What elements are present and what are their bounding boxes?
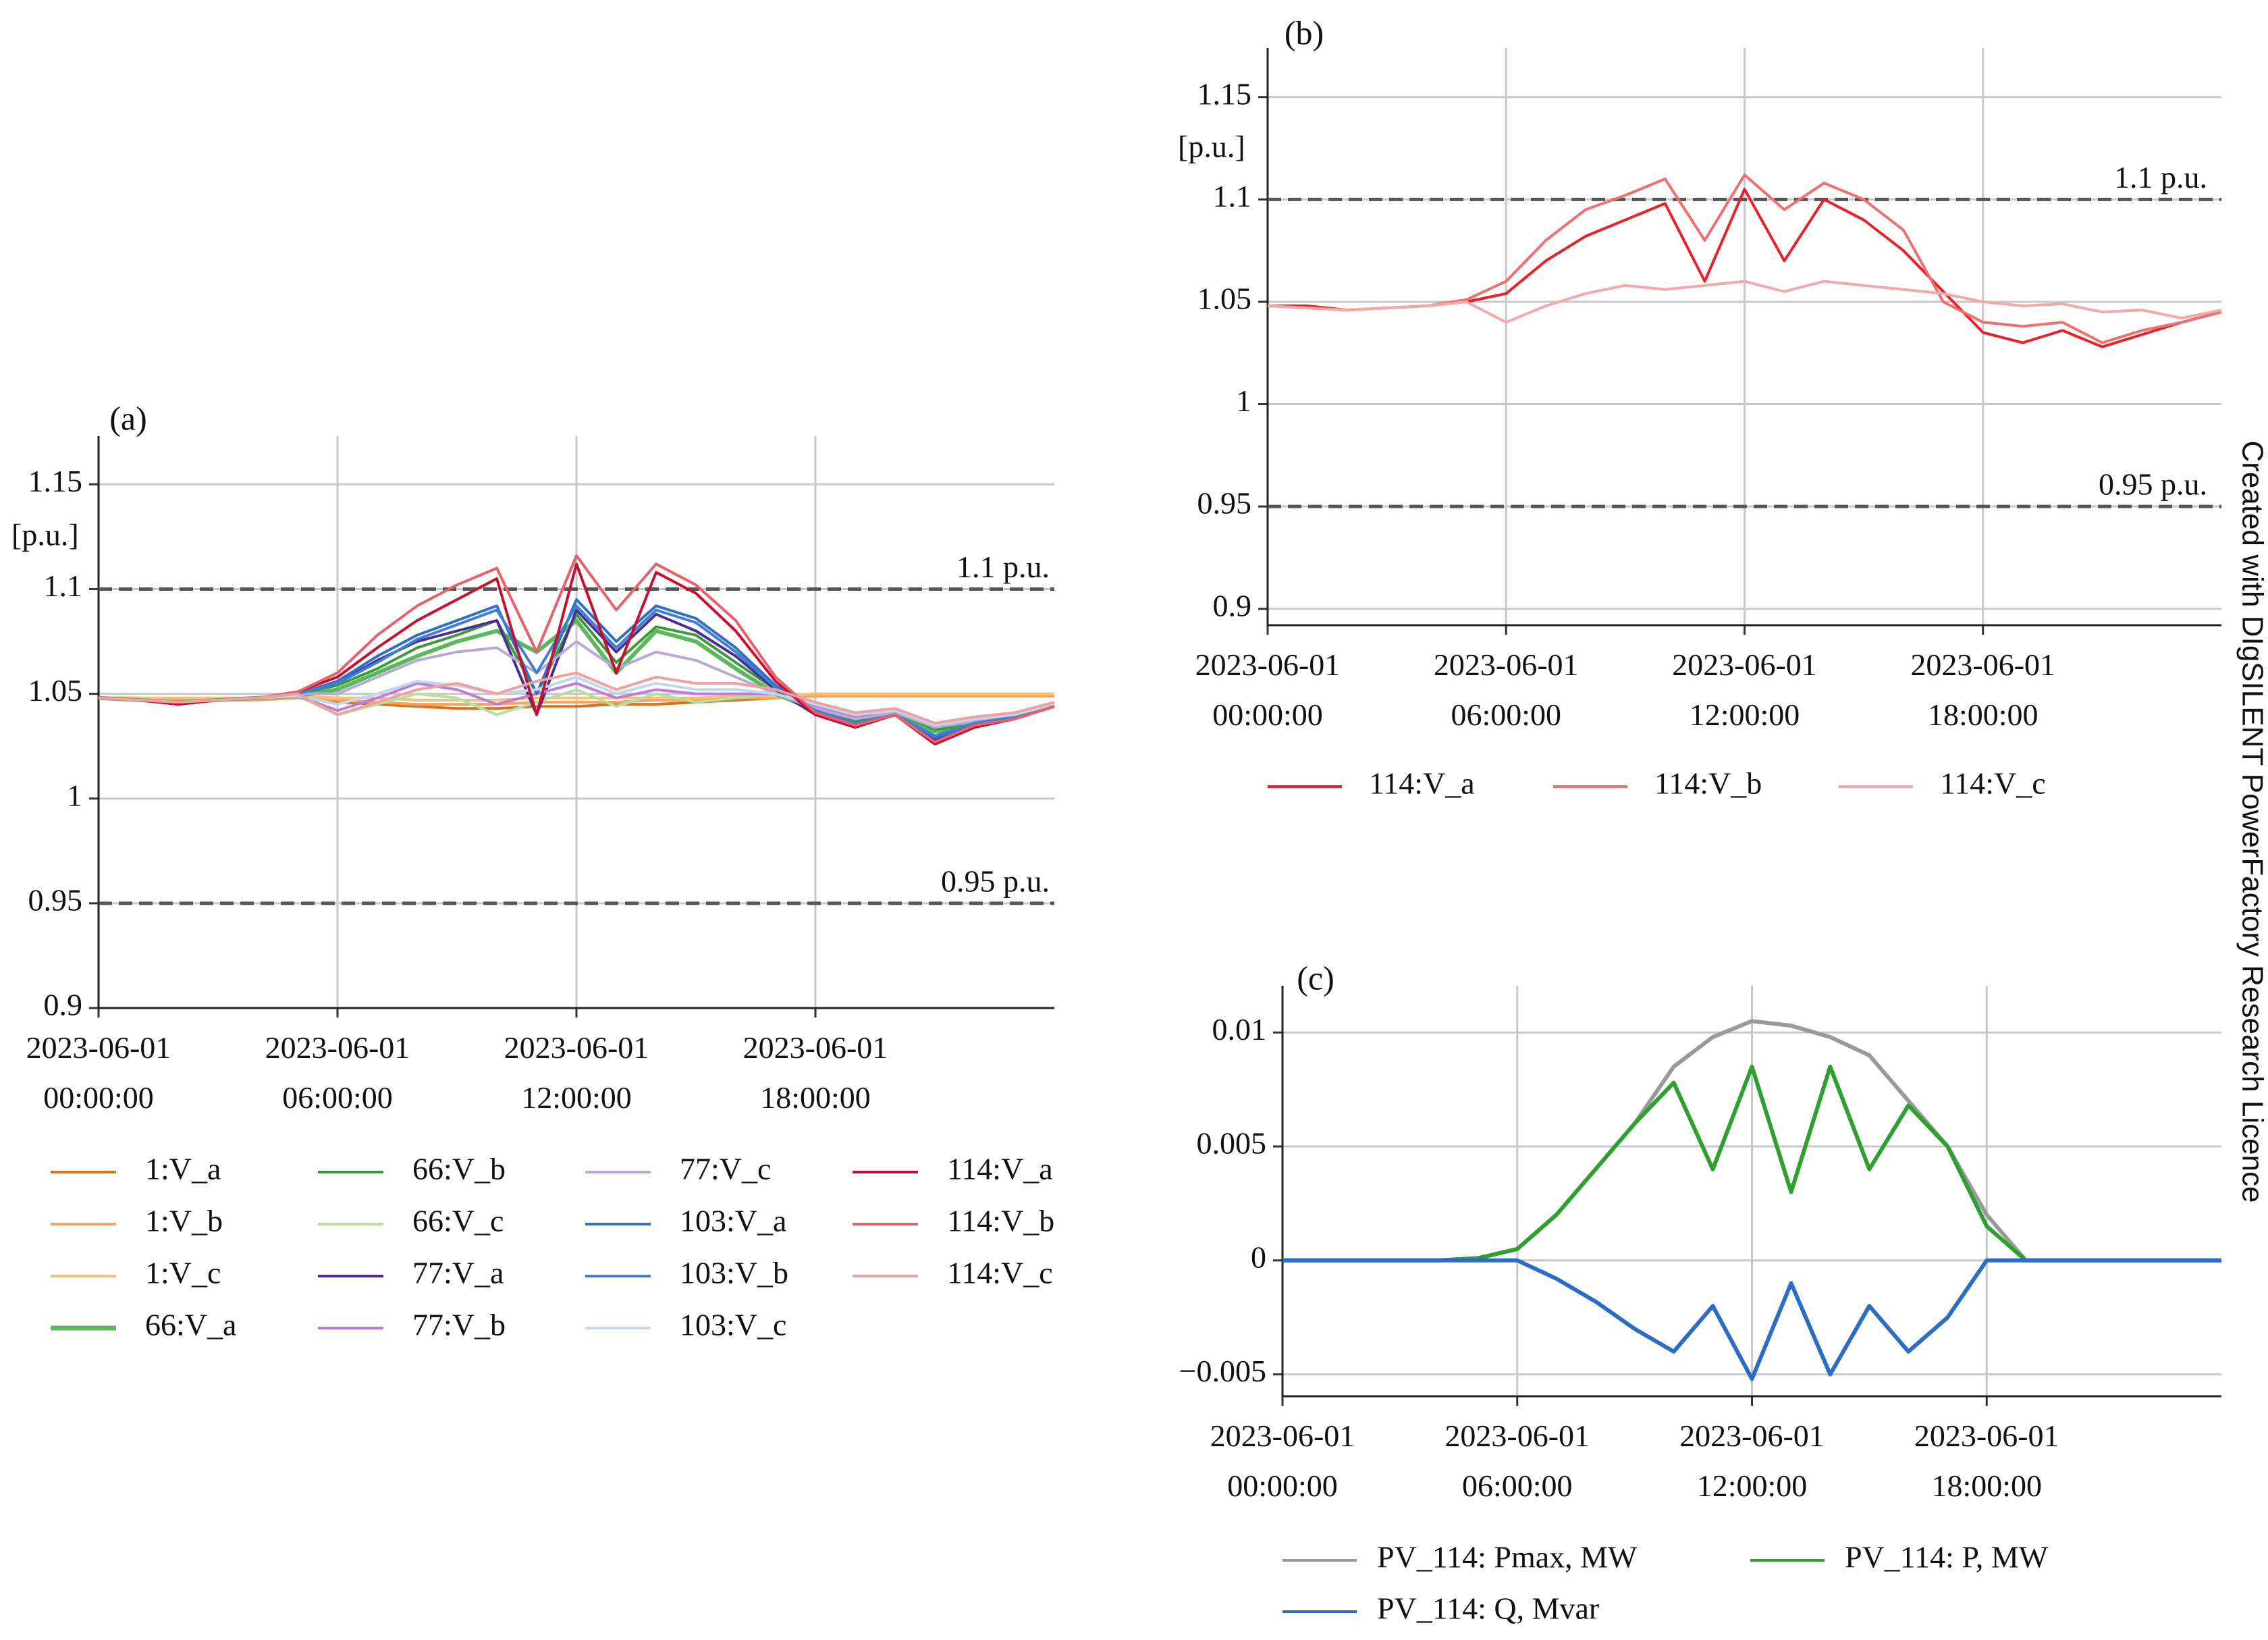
legend-label: 66:V_c: [412, 1204, 504, 1238]
y-tick-label: 0.9: [44, 988, 83, 1022]
series-line: [98, 671, 1055, 725]
x-tick-label: 2023-06-01 06:00:00: [1433, 647, 1579, 732]
legend-label: 77:V_c: [680, 1152, 771, 1186]
legend-label: 114:V_b: [947, 1204, 1054, 1238]
panel-title: (c): [1297, 959, 1334, 997]
legend-label: 114:V_c: [1940, 766, 2046, 801]
y-tick-label: 0.9: [1213, 588, 1252, 623]
y-tick-label: 1.15: [28, 464, 83, 498]
y-tick-label: 0.95: [28, 882, 83, 917]
x-tick-label: 2023-06-01 12:00:00: [1672, 647, 1817, 732]
y-axis-label: [p.u.]: [1178, 130, 1245, 164]
series-line: [98, 694, 1054, 706]
x-tick-label: 2023-06-01 18:00:00: [1914, 1419, 2059, 1503]
x-tick-label: 2023-06-01 18:00:00: [742, 1030, 888, 1115]
y-tick-label: 1.05: [1197, 282, 1252, 316]
x-tick-label: 2023-06-01 00:00:00: [1210, 1419, 1355, 1503]
y-tick-label: 1.1: [44, 568, 83, 603]
y-axis-label: [p.u.]: [11, 518, 79, 552]
legend-label: 103:V_a: [680, 1204, 786, 1238]
legend-label: PV_114: Q, Mvar: [1377, 1591, 1599, 1626]
x-tick-label: 2023-06-01 12:00:00: [1679, 1419, 1825, 1503]
watermark: Created with DIgSILENT PowerFactory Rese…: [2236, 440, 2268, 1202]
y-tick-label: 0.01: [1212, 1012, 1267, 1047]
legend-label: 66:V_a: [145, 1308, 236, 1342]
reference-label: 1.1 p.u.: [956, 550, 1050, 584]
legend-label: PV_114: P, MW: [1845, 1540, 2049, 1575]
y-tick-label: −0.005: [1179, 1354, 1266, 1388]
reference-label: 0.95 p.u.: [941, 864, 1050, 898]
x-tick-label: 2023-06-01 06:00:00: [265, 1030, 410, 1115]
legend-label: PV_114: Pmax, MW: [1377, 1540, 1638, 1575]
legend-label: 1:V_a: [145, 1152, 221, 1186]
legend-label: 114:V_a: [947, 1152, 1053, 1186]
x-tick-label: 2023-06-01 12:00:00: [504, 1030, 649, 1115]
legend-label: 77:V_b: [412, 1308, 506, 1342]
series-line: [1267, 280, 2222, 324]
panel-title: (a): [109, 399, 147, 437]
legend-label: 66:V_b: [412, 1152, 506, 1186]
y-tick-label: 1.05: [28, 673, 83, 708]
legend-label: 103:V_c: [680, 1308, 786, 1342]
y-tick-label: 1.15: [1197, 76, 1252, 111]
y-tick-label: 0.005: [1197, 1126, 1267, 1161]
legend-label: 114:V_c: [947, 1256, 1053, 1290]
y-tick-label: 1: [67, 778, 82, 812]
x-tick-label: 2023-06-01 06:00:00: [1444, 1419, 1590, 1503]
x-tick-label: 2023-06-01 00:00:00: [1195, 647, 1341, 732]
panel-title: (b): [1285, 14, 1324, 51]
y-tick-label: 1: [1236, 383, 1251, 418]
x-tick-label: 2023-06-01 00:00:00: [26, 1030, 171, 1115]
legend-label: 114:V_a: [1369, 766, 1475, 801]
legend-label: 1:V_c: [145, 1256, 221, 1290]
reference-label: 1.1 p.u.: [2114, 160, 2207, 194]
legend-label: 77:V_a: [412, 1256, 504, 1290]
legend-label: 103:V_b: [680, 1256, 788, 1290]
legend-label: 114:V_b: [1654, 766, 1762, 801]
y-tick-label: 1.1: [1213, 179, 1252, 213]
legend-label: 1:V_b: [145, 1204, 223, 1238]
y-tick-label: 0: [1251, 1240, 1266, 1274]
reference-label: 0.95 p.u.: [2099, 467, 2207, 502]
series-line: [1282, 1258, 2221, 1381]
y-tick-label: 0.95: [1197, 486, 1252, 521]
x-tick-label: 2023-06-01 18:00:00: [1910, 647, 2056, 732]
